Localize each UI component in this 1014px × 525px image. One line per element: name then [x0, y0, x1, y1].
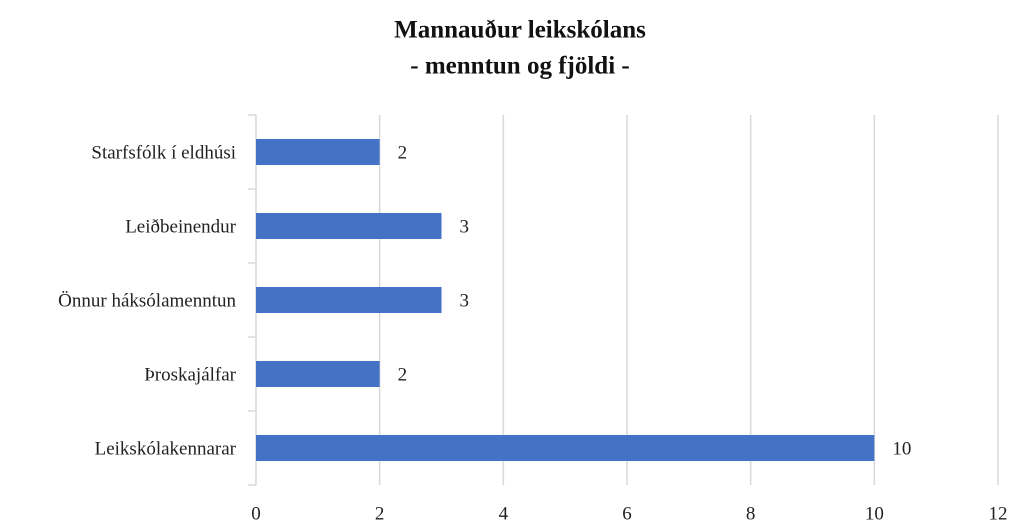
x-tick-label: 4	[499, 503, 509, 524]
chart-title: Mannauður leikskólans	[394, 17, 646, 44]
x-tick-label: 2	[375, 503, 385, 524]
x-tick-label: 0	[251, 503, 261, 524]
bar	[256, 213, 442, 239]
y-tick-label: Starfsfólk í eldhúsi	[91, 142, 236, 163]
y-tick-label: Leiðbeinendur	[125, 216, 236, 237]
bar	[256, 435, 875, 461]
data-label: 2	[398, 364, 408, 385]
data-label: 3	[460, 216, 470, 237]
data-label: 3	[460, 290, 470, 311]
bar	[256, 287, 442, 313]
y-tick-label: Leikskólakennarar	[95, 438, 237, 459]
chart-subtitle: - menntun og fjöldi -	[410, 53, 629, 80]
x-tick-label: 6	[622, 503, 632, 524]
bar	[256, 361, 380, 387]
data-label: 2	[398, 142, 408, 163]
x-tick-label: 10	[865, 503, 884, 524]
bar	[256, 139, 380, 165]
y-tick-label: Önnur háksólamenntun	[58, 290, 236, 311]
x-tick-label: 8	[746, 503, 756, 524]
x-tick-label: 12	[989, 503, 1008, 524]
data-label: 10	[892, 438, 911, 459]
y-tick-label: Þroskajálfar	[144, 364, 236, 385]
